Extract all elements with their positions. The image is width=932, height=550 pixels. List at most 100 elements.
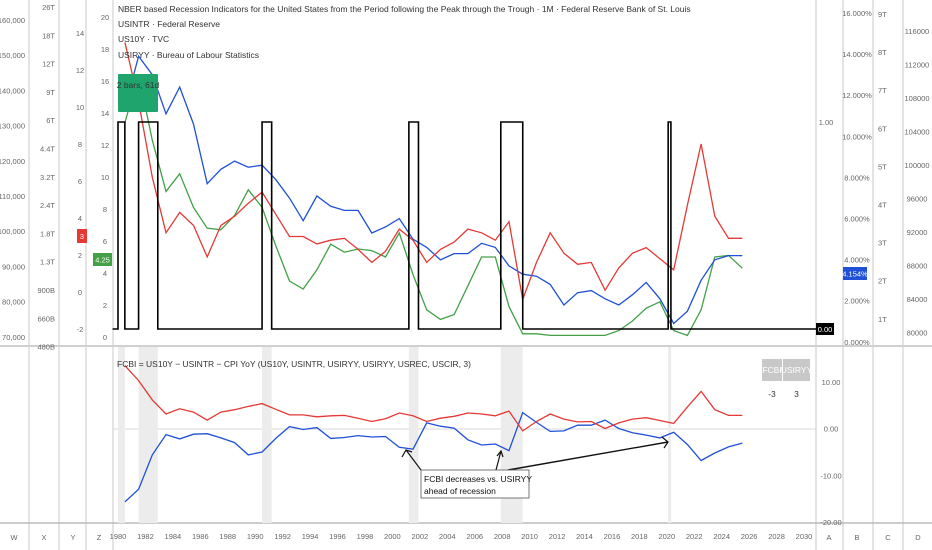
axis-letters: W X Y Z A B C D [10, 533, 921, 542]
annotation-arrow [507, 441, 669, 471]
axis-y-tick: -2 [77, 325, 84, 334]
annotation-box [420, 469, 530, 499]
axis-b-tick: 10.000% [842, 132, 872, 141]
time-axis-tick: 2022 [686, 532, 703, 541]
axis-c-tick: 4T [878, 201, 887, 210]
recession-bands [118, 347, 672, 523]
time-axis-tick: 2010 [521, 532, 538, 541]
time-axis-tick: 2012 [549, 532, 566, 541]
time-axis-tick: 1998 [357, 532, 374, 541]
axis-c-tick: 7T [878, 86, 887, 95]
time-axis-tick: 2006 [466, 532, 483, 541]
annotation-arrow [405, 449, 422, 471]
usrec-price-value: 0.00 [818, 325, 833, 334]
usiryy-price-tag [77, 229, 87, 243]
annotation-callout[interactable]: FCBI decreases vs. USIRYY ahead of reces… [401, 436, 669, 499]
legend-usintr[interactable]: USINTR · Federal Reserve [118, 19, 220, 29]
axis-w-tick: 90,000 [2, 262, 25, 271]
axis-d-tick: 100000 [904, 161, 929, 170]
axis-w-tick: 130,000 [0, 122, 25, 131]
axis-y-tick: 14 [76, 29, 84, 38]
table-header-usiryy: USIRYY [781, 365, 813, 375]
table-header-cell [783, 359, 810, 381]
axis-b-tick: 12.000% [842, 91, 872, 100]
axis-x-tick: 26T [42, 3, 55, 12]
axis-w-tick: 160,000 [0, 16, 25, 25]
indicator-legend[interactable]: FCBI = US10Y − USINTR − CPI YoY (US10Y, … [117, 359, 471, 369]
axis-letter-c[interactable]: C [885, 533, 891, 542]
axis-c-tick: 2T [878, 277, 887, 286]
annotation-line-2: ahead of recession [424, 486, 496, 496]
axis-x-tick: 3.2T [40, 173, 55, 182]
axis-d-tick: 104000 [904, 128, 929, 137]
axis-letter-z[interactable]: Z [97, 533, 102, 542]
annotation-arrow [495, 450, 502, 471]
axis-z-tick: 10 [101, 173, 109, 182]
us10y-price-value: 4.154% [842, 270, 868, 279]
indicator-axis-tick: -10.00 [820, 471, 841, 480]
axis-x-tick: 9T [46, 88, 55, 97]
axis-b-tick: 6.000% [844, 215, 870, 224]
time-axis-tick: 2020 [658, 532, 675, 541]
axis-w-tick: 100,000 [0, 227, 25, 236]
axis-x-tick: 12T [42, 60, 55, 69]
arrowhead-icon [661, 436, 669, 449]
axis-c-tick: 3T [878, 239, 887, 248]
axis-w-tick: 120,000 [0, 157, 25, 166]
time-axis-tick: 2014 [576, 532, 593, 541]
series-lines [112, 42, 816, 503]
axis-y-tick: 0 [78, 288, 82, 297]
axis-letter-d[interactable]: D [915, 533, 921, 542]
arrowhead-icon [401, 449, 413, 458]
axis-x-tick: 1.3T [40, 258, 55, 267]
indicator-line-usiryy [124, 365, 743, 432]
axis-w-tick: 80,000 [2, 298, 25, 307]
axis-b-tick: 2.000% [844, 297, 870, 306]
time-axis-tick: 1988 [219, 532, 236, 541]
annotation-line-1: FCBI decreases vs. USIRYY [424, 474, 532, 484]
axis-y-tick: 10 [76, 103, 84, 112]
axis-b-tick: 14.000% [842, 50, 872, 59]
time-axis-tick: 2026 [741, 532, 758, 541]
axis-z-tick: 20 [101, 13, 109, 22]
axis-z-tick: 16 [101, 77, 109, 86]
axis-letter-a[interactable]: A [826, 533, 831, 542]
axis-c-tick: 1T [878, 315, 887, 324]
time-axis-tick: 2028 [768, 532, 785, 541]
axis-letter-b[interactable]: B [854, 533, 859, 542]
axis-w-tick: 110,000 [0, 192, 25, 201]
axis-z-tick: 8 [103, 205, 107, 214]
axis-letter-w[interactable]: W [10, 533, 18, 542]
legend-us10y[interactable]: US10Y · TVC [118, 34, 169, 44]
axis-letter-y[interactable]: Y [70, 533, 75, 542]
axis-x-tick: 2.4T [40, 201, 55, 210]
axis-c-tick: 8T [878, 48, 887, 57]
axis-d-tick: 88000 [907, 262, 928, 271]
legend-usrec[interactable]: NBER based Recession Indicators for the … [118, 4, 691, 14]
recession-band [118, 347, 125, 523]
axis-d-tick: 84000 [907, 295, 928, 304]
legend-usiryy[interactable]: USIRYY · Bureau of Labour Statistics [118, 50, 259, 60]
axis-y-tick: 8 [78, 140, 82, 149]
indicator-table: FCBI USIRYY -3 3 [762, 359, 813, 399]
indicator-axis-tick: -20.00 [820, 518, 841, 527]
time-axis-tick: 2024 [713, 532, 730, 541]
axis-x-tick: 6T [46, 116, 55, 125]
axis-d-tick: 92000 [907, 228, 928, 237]
axis-letter-x[interactable]: X [41, 533, 46, 542]
axis-x-tick: 660B [37, 314, 55, 323]
axis-z-tick: 6 [103, 237, 107, 246]
axis-b-tick: 16.000% [842, 9, 872, 18]
time-axis-tick: 2016 [604, 532, 621, 541]
price-labels: 3 4.25 4.154% 0.00 [77, 229, 868, 335]
time-axis-tick: 1986 [192, 532, 209, 541]
axis-d-tick: 80000 [907, 329, 928, 338]
axis-c-tick: 5T [878, 162, 887, 171]
time-axis-tick: 1982 [137, 532, 154, 541]
main-legend: NBER based Recession Indicators for the … [118, 4, 691, 60]
usintr-price-tag [93, 253, 112, 266]
indicator-line-fcbi [124, 411, 743, 503]
axis-y-tick: 4 [78, 214, 82, 223]
us10y-price-tag [843, 267, 867, 280]
